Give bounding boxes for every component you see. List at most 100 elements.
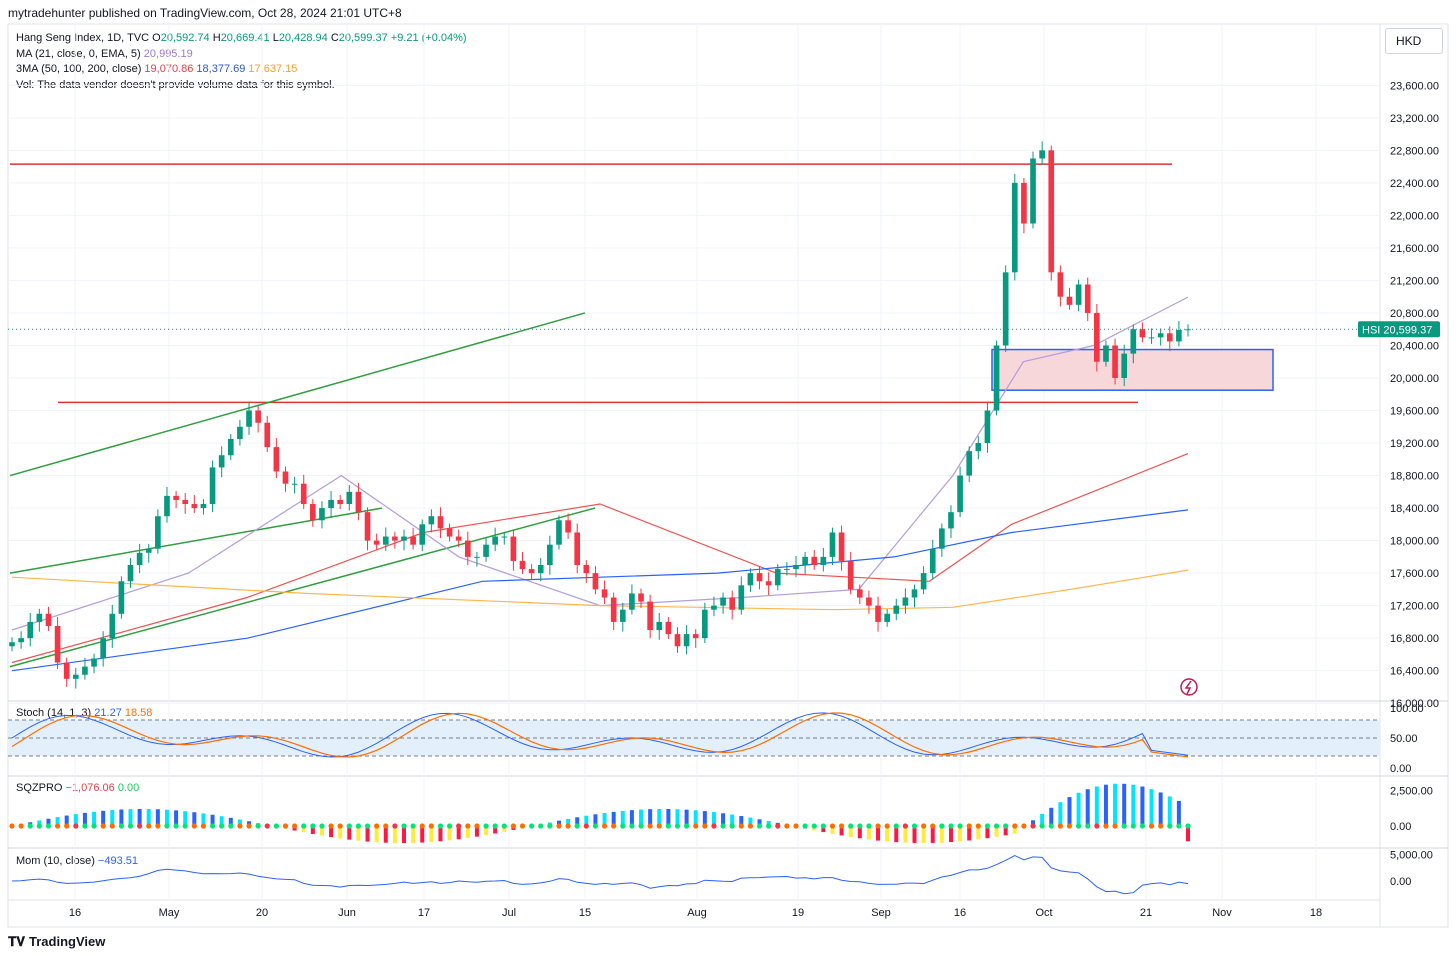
candle-body [838, 532, 845, 561]
sqz-dot [848, 823, 854, 829]
candle-body [501, 536, 508, 538]
candle-body [255, 410, 261, 423]
sqz-dot [392, 823, 398, 829]
sqz-bar [584, 815, 589, 826]
sqz-dot [510, 823, 516, 829]
price-tick-label: 18,800.00 [1390, 471, 1439, 483]
sqz-dot [200, 823, 207, 829]
candle-body [510, 536, 517, 561]
sqz-dot [319, 823, 325, 829]
price-tick-label: 16,800.00 [1390, 633, 1439, 645]
tradingview-brand[interactable]: 𝐓𝐕 TradingView [8, 934, 105, 950]
legend-ma-label: MA (21, close, 0, EMA, 5) [16, 47, 141, 60]
sqz-dot [301, 823, 307, 829]
sqz-dot [592, 823, 599, 829]
candle-body [1121, 353, 1128, 378]
sqz-bar [101, 810, 106, 826]
sqz-bar [484, 826, 489, 836]
candle-body [793, 564, 799, 570]
sqz-bar [338, 826, 343, 839]
candle-body [273, 447, 280, 472]
candle-body [592, 573, 599, 590]
candle-body [647, 601, 653, 631]
candle-body [282, 471, 289, 484]
stoch-d-value: 18.58 [124, 707, 153, 719]
sqz-bar [146, 809, 151, 826]
sqz-dot [629, 823, 635, 829]
candle-body [1066, 296, 1073, 305]
candle-body [1039, 150, 1045, 159]
candle-body [556, 520, 562, 545]
candle-body [164, 495, 170, 517]
sqz-value2: 0.00 [117, 782, 140, 794]
sqz-dot [64, 823, 70, 829]
candle-body [91, 658, 97, 667]
time-tick-label: 18 [1310, 907, 1322, 919]
publisher-line: mytradehunter published on TradingView.c… [8, 6, 402, 20]
candle-body [765, 581, 772, 586]
candle-body [1011, 182, 1018, 273]
sqz-bar [702, 811, 707, 826]
lightning-icon[interactable] [1180, 678, 1198, 696]
currency-selector[interactable]: HKD [1385, 28, 1443, 54]
time-tick-label: 21 [1140, 907, 1152, 919]
sqz-dot [36, 823, 42, 829]
sqz-bar [1076, 792, 1081, 826]
time-tick-label: May [159, 907, 180, 919]
candle-body [820, 556, 827, 565]
candle-body [227, 438, 234, 456]
candle-body [446, 528, 453, 537]
sqz-dot [346, 823, 352, 829]
candle-body [638, 593, 644, 602]
candle-body [601, 589, 608, 598]
sqz-dot [1085, 823, 1091, 829]
candle-body [237, 426, 243, 439]
legend-ma200-value: 17,637.15 [248, 63, 298, 75]
sqz-bar [620, 810, 625, 826]
candle-body [54, 625, 61, 663]
sqz-bar [1067, 797, 1072, 826]
sqz-dot [273, 823, 279, 829]
candle-body [364, 512, 371, 541]
legend-symbol-line[interactable]: Hang Seng Index, 1D, TVC O20,592.74 H20,… [16, 31, 467, 47]
sqz-bar [192, 812, 197, 826]
sqz-bar [301, 826, 306, 833]
legend-ma-value: 20,995.19 [143, 47, 193, 60]
price-tick-label: 20,400.00 [1390, 340, 1439, 352]
candle-body [692, 634, 699, 639]
sqz-bar [37, 820, 42, 826]
candle-body [437, 516, 444, 529]
sqz-dot [574, 823, 580, 829]
sqz-dot [364, 823, 371, 829]
sqz-dot [838, 823, 845, 829]
sqz-bar [64, 815, 69, 826]
sqz-dot [446, 823, 453, 829]
candle-body [118, 581, 125, 614]
legend-change: +9.21 (+0.04%) [390, 32, 467, 44]
sqz-legend[interactable]: SQZPRO −1,076.06 0.00 [16, 782, 139, 794]
legend-ma-line[interactable]: MA (21, close, 0, EMA, 5) 20,995.19 [16, 47, 467, 63]
legend-high: 20,669.41 [220, 32, 270, 44]
sqz-dot [893, 823, 899, 829]
legend-volume-line: Vol: The data vendor doesn't provide vol… [16, 78, 335, 91]
sqz-dot [91, 823, 97, 829]
time-tick-label: Jul [502, 907, 516, 919]
sqz-dot [401, 823, 407, 829]
candle-body [519, 560, 526, 570]
candle-body [209, 467, 216, 505]
sqz-bar [365, 826, 370, 842]
time-tick-label: 17 [418, 907, 430, 919]
sqz-dot [456, 823, 462, 829]
sqz-dot [601, 823, 608, 829]
sqz-bar [912, 826, 917, 843]
sqz-dot [957, 823, 963, 829]
legend-open-label: O [152, 32, 161, 44]
candle-body [619, 609, 626, 622]
sqz-dot [1176, 823, 1182, 829]
sqz-dot [1148, 823, 1155, 829]
candle-body [1021, 182, 1027, 224]
sqz-bar [1140, 786, 1145, 826]
sqz-dot [1167, 823, 1173, 829]
time-tick-label: Aug [687, 907, 707, 919]
